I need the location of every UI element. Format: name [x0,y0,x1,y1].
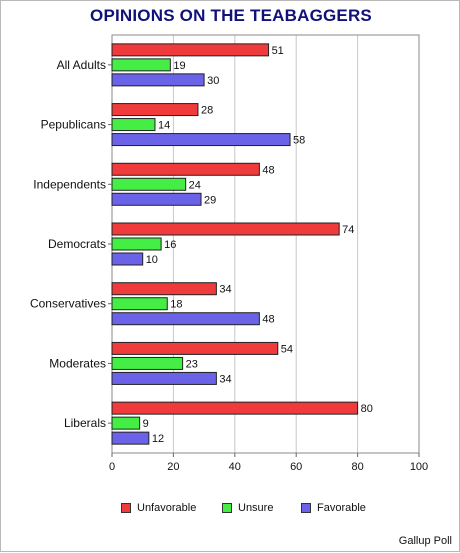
bar [111,73,205,87]
bar [111,43,270,57]
data-label: 19 [173,60,185,72]
legend-label: Unfavorable [137,502,197,514]
data-label: 12 [152,433,164,445]
bar [111,222,340,236]
data-label: 51 [272,45,284,57]
bar [111,103,199,117]
data-label: 10 [146,254,158,266]
source-note: Gallup Poll [398,535,452,547]
bar [111,252,144,266]
data-label: 9 [143,418,149,430]
x-tick-label: 100 [410,461,428,473]
bar [111,371,217,385]
category-label: Conservatives [30,297,106,311]
category-label: Moderates [49,356,106,370]
bar [111,356,184,370]
data-label: 29 [204,194,216,206]
category-label: All Adults [57,58,106,72]
data-label: 48 [262,314,274,326]
data-label: 34 [219,373,231,385]
data-label: 54 [281,343,293,355]
bar [111,416,141,430]
data-label: 48 [262,164,274,176]
bar [111,431,150,445]
data-label: 24 [189,179,201,191]
x-tick-label: 80 [351,461,363,473]
data-label: 28 [201,105,213,117]
bar [111,192,202,206]
legend-label: Unsure [238,502,274,514]
data-label: 30 [207,75,219,87]
bar [111,312,260,326]
data-label: 80 [361,403,373,415]
data-label: 18 [170,299,182,311]
legend: Unfavorable Unsure Favorable [1,500,460,516]
data-label: 23 [186,358,198,370]
data-label: 74 [342,224,354,236]
data-label: 16 [164,239,176,251]
legend-item: Unfavorable [121,500,196,516]
bar [111,341,279,355]
legend-item: Favorable [301,500,366,516]
bar [111,58,171,72]
bar [111,237,162,251]
legend-swatch [301,503,311,513]
bar [111,162,260,176]
category-label: Democrats [48,237,106,251]
data-label: 14 [158,120,170,132]
bar [111,401,359,415]
legend-label: Favorable [317,502,366,514]
x-tick-label: 0 [109,461,115,473]
bar [111,133,291,147]
bar [111,282,217,296]
x-tick-label: 60 [290,461,302,473]
category-label: Pepublicans [41,118,106,132]
bar [111,177,187,191]
bar [111,297,168,311]
bar [111,118,156,132]
legend-swatch [121,503,131,513]
data-label: 58 [293,135,305,147]
category-label: Independents [33,177,106,191]
category-label: Liberals [64,416,106,430]
x-tick-label: 20 [167,461,179,473]
chart-title: OPINIONS ON THE TEABAGGERS [90,6,372,25]
x-tick-label: 40 [229,461,241,473]
legend-swatch [222,503,232,513]
legend-item: Unsure [222,500,273,516]
data-label: 34 [219,284,231,296]
